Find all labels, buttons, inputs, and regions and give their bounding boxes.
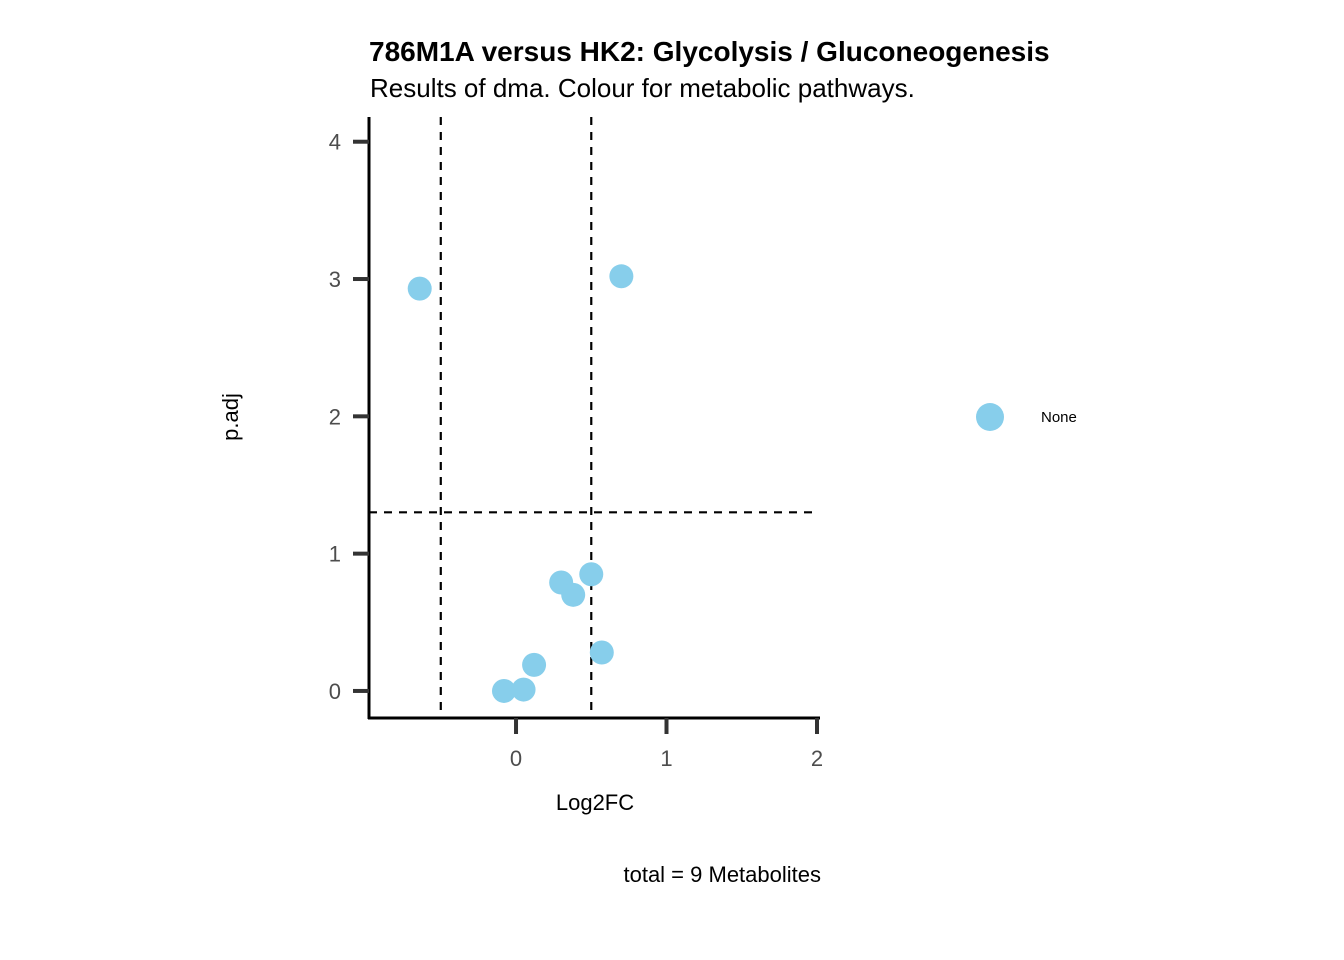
data-point bbox=[579, 562, 604, 587]
y-tick-label: 3 bbox=[329, 267, 341, 292]
x-axis-label: Log2FC bbox=[556, 790, 634, 815]
data-point bbox=[561, 582, 586, 607]
plot-area: 0 1 2 3 4 0 1 2 bbox=[329, 117, 823, 771]
legend-key-none bbox=[976, 403, 1004, 431]
legend-label-none: None bbox=[1041, 409, 1077, 426]
data-point bbox=[491, 678, 516, 703]
y-tick-label: 4 bbox=[329, 130, 341, 155]
y-tick-label: 2 bbox=[329, 404, 341, 429]
data-point bbox=[522, 652, 547, 677]
y-tick-label: 0 bbox=[329, 679, 341, 704]
data-point bbox=[511, 677, 536, 702]
x-tick-label: 1 bbox=[660, 746, 672, 771]
legend: None bbox=[976, 403, 1077, 431]
x-tick-label: 0 bbox=[510, 746, 522, 771]
chart-subtitle: Results of dma. Colour for metabolic pat… bbox=[370, 73, 915, 103]
caption: total = 9 Metabolites bbox=[623, 862, 821, 887]
y-tick-label: 1 bbox=[329, 542, 341, 567]
data-point bbox=[589, 640, 614, 665]
chart-title: 786M1A versus HK2: Glycolysis / Gluconeo… bbox=[369, 36, 1050, 67]
data-point bbox=[609, 264, 634, 289]
y-axis-label: p.adj bbox=[218, 393, 243, 441]
data-point bbox=[407, 276, 432, 301]
x-tick-label: 2 bbox=[811, 746, 823, 771]
